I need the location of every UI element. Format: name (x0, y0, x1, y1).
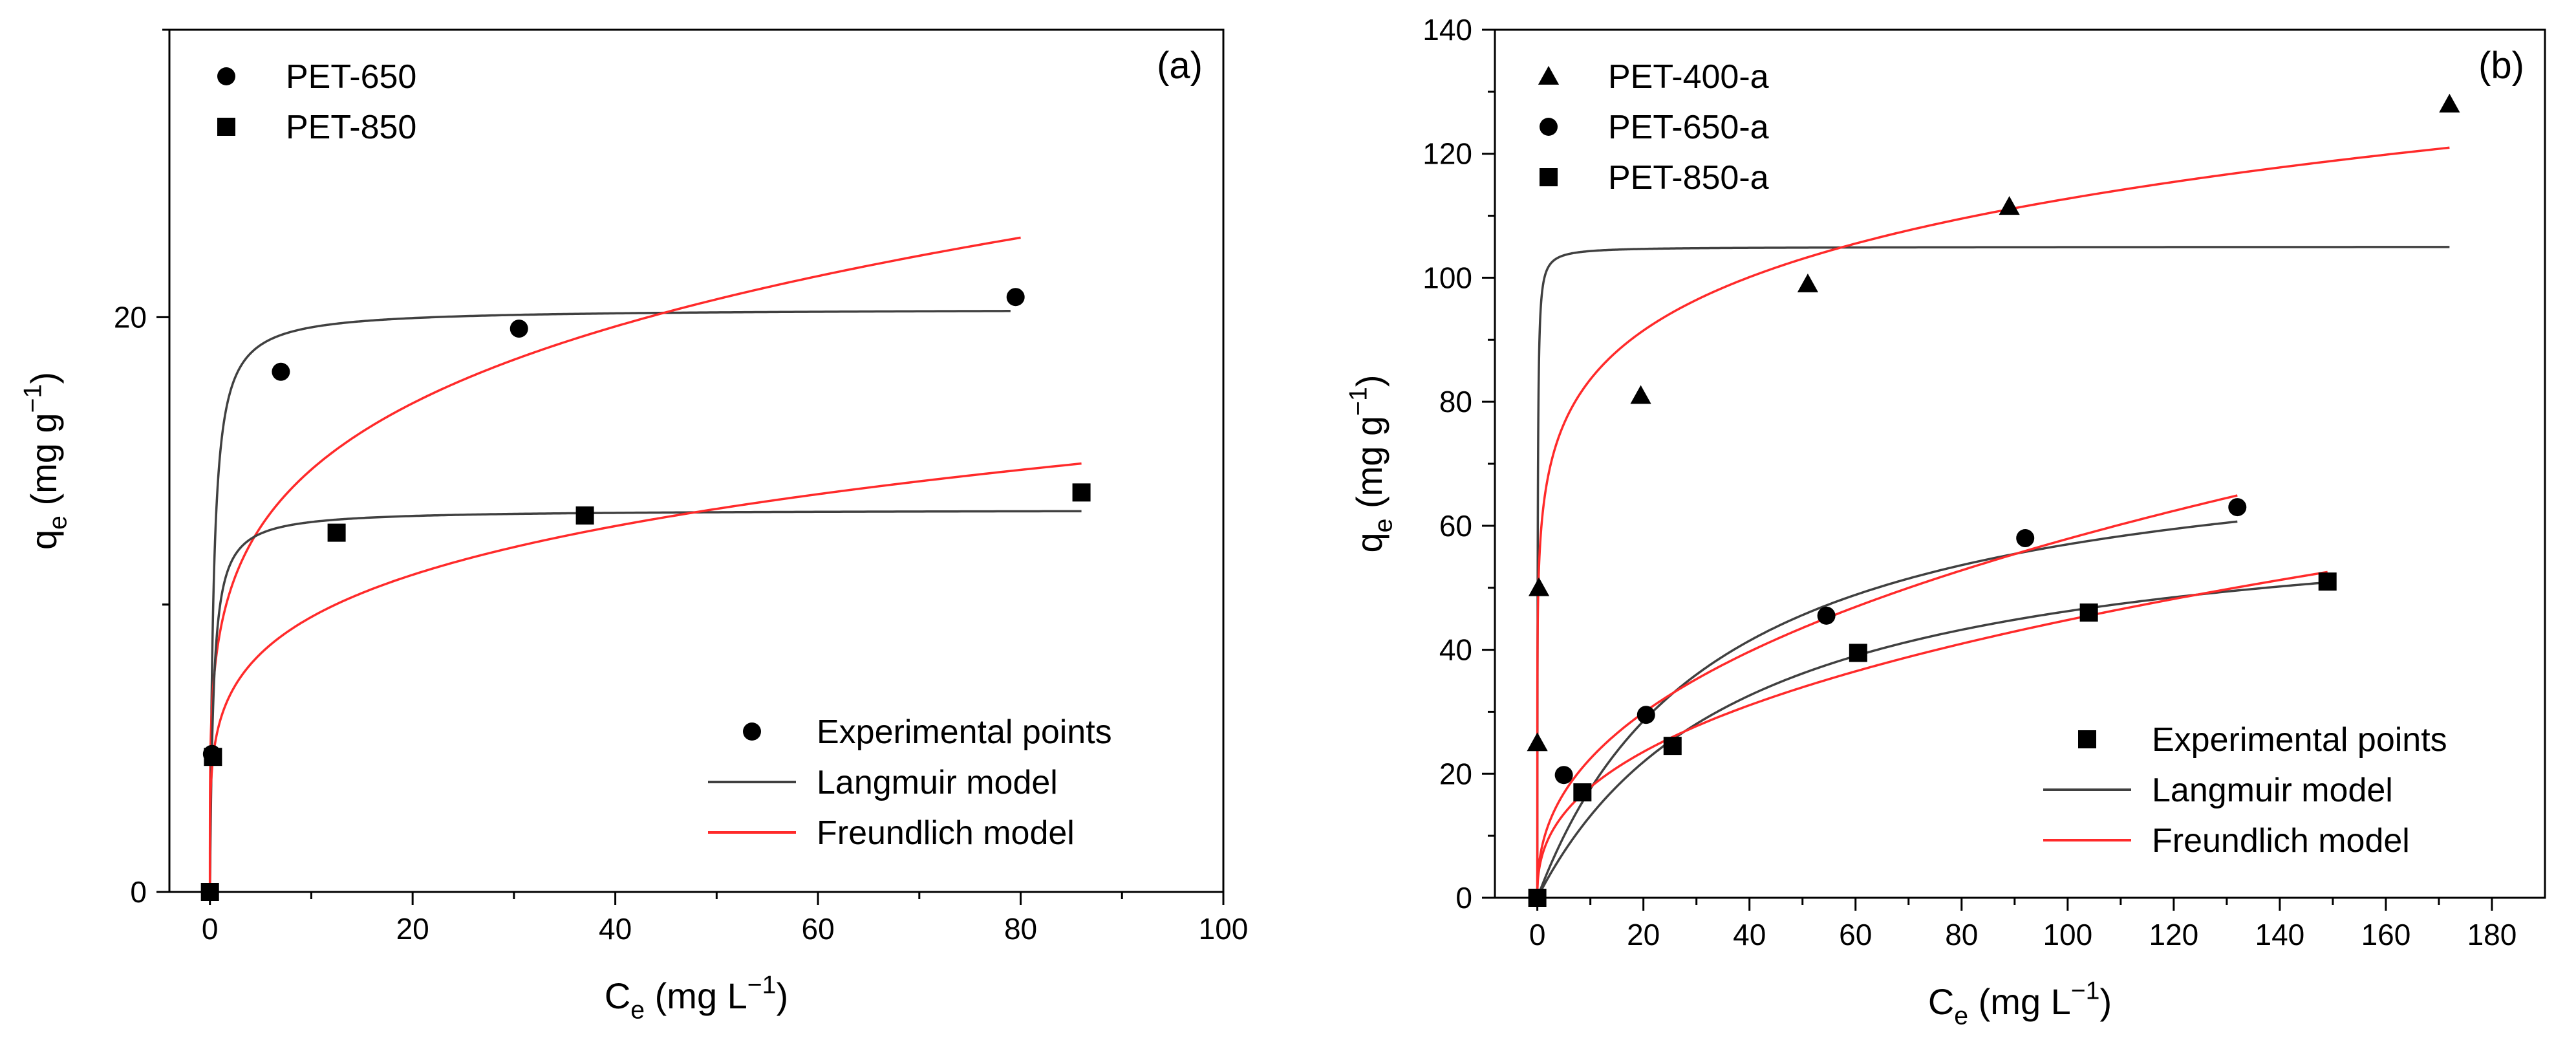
data-point (510, 320, 528, 338)
x-tick-label: 60 (1839, 918, 1872, 951)
data-point (1527, 732, 1548, 752)
data-point (1072, 483, 1091, 502)
model-curves (208, 236, 1082, 892)
y-tick-label: 60 (1439, 509, 1472, 543)
x-tick-label: 120 (2149, 918, 2198, 951)
series-pet-850-a (1528, 572, 2337, 907)
data-point (200, 883, 219, 901)
freundlich-curve-pet-400-a (1536, 146, 2450, 898)
x-tick-label: 40 (1733, 918, 1766, 951)
legend-label: Freundlich model (2152, 822, 2410, 860)
legend-marker-circle (743, 722, 761, 741)
legend-marker-circle (217, 67, 235, 85)
data-point (1528, 577, 1550, 596)
series-pet-650 (200, 288, 1025, 901)
x-tick-label: 100 (2043, 918, 2092, 951)
data-point (1528, 889, 1547, 907)
legend-marker-square (217, 118, 235, 136)
legend-label: PET-650-a (1608, 109, 1769, 146)
series-pet-400-a (1527, 93, 2460, 752)
data-point (1630, 385, 1651, 404)
x-tick-label: 0 (202, 912, 219, 946)
freundlich-curve-pet-850-a (1536, 570, 2328, 898)
data-point (1573, 783, 1592, 802)
data-point (2228, 498, 2247, 517)
x-tick-label: 140 (2255, 918, 2305, 951)
data-point (1797, 273, 1819, 292)
y-tick-label: 140 (1422, 13, 1472, 47)
y-tick-label: 40 (1439, 633, 1472, 667)
data-point (1817, 606, 1836, 625)
series-pet-850 (200, 483, 1091, 901)
y-axis-label: qe (mg g−1) (19, 372, 72, 550)
data-point (327, 523, 346, 542)
x-tick-label: 60 (801, 912, 834, 946)
legend-marker-square (1540, 168, 1558, 186)
y-axis-label: qe (mg g−1) (1344, 375, 1397, 553)
x-tick-label: 20 (396, 912, 429, 946)
legend-marker-triangle (1538, 65, 1560, 85)
legend-label: Freundlich model (817, 814, 1075, 852)
chart-panel-a: 0 20 40 60 80 100 0 20 Ce (mg L−1) qe (mg g−1) (a)… (19, 28, 1249, 1025)
data-point (1637, 706, 1655, 724)
x-tick-label: 180 (2467, 918, 2517, 951)
series-pet-650-a (1528, 498, 2247, 907)
x-tick-label: 160 (2361, 918, 2411, 951)
x-axis-label: Ce (mg L−1) (1928, 977, 2112, 1030)
data-point (1849, 644, 1867, 662)
legend-label: PET-850-a (1608, 159, 1769, 197)
langmuir-curve-pet-650 (208, 310, 1011, 892)
panel-label: (a) (1157, 45, 1203, 87)
data-point (2318, 572, 2337, 591)
y-tick-label: 20 (1439, 757, 1472, 790)
x-tick-label: 20 (1627, 918, 1660, 951)
data-point (575, 506, 594, 525)
legend-label: Experimental points (817, 713, 1112, 751)
langmuir-curve-pet-400-a (1536, 246, 2450, 898)
langmuir-curve-pet-850 (208, 510, 1082, 892)
data-point (1999, 196, 2020, 215)
langmuir-curve-pet-850-a (1536, 581, 2328, 898)
y-tick-label: 100 (1422, 261, 1472, 294)
x-tick-label: 100 (1199, 912, 1249, 946)
y-tick-label: 80 (1439, 385, 1472, 418)
y-tick-label: 120 (1422, 137, 1472, 171)
y-tick-label: 20 (114, 300, 147, 334)
freundlich-curve-pet-650-a (1536, 494, 2238, 898)
x-axis-label: Ce (mg L−1) (605, 971, 788, 1024)
x-tick-label: 0 (1529, 918, 1546, 951)
data-point (2079, 603, 2098, 622)
panel-label: (b) (2478, 45, 2524, 87)
data-point (1554, 766, 1573, 785)
chart-panel-b: 0 20 40 60 80 100 120 140 160 180 0 20 40 60 80 100 120 1… (1344, 13, 2546, 1030)
data-point (2439, 93, 2460, 113)
data-point (204, 748, 222, 766)
data-point (2016, 529, 2035, 548)
data-point (272, 362, 290, 381)
series-legend: PET-650 PET-850 (217, 58, 416, 146)
y-tick-label: 0 (130, 875, 147, 909)
legend-marker-square (2078, 730, 2096, 748)
model-legend: Experimental points Langmuir model Freundl… (708, 713, 1112, 852)
legend-label: Langmuir model (817, 764, 1058, 801)
data-point (1663, 737, 1682, 755)
model-legend: Experimental points Langmuir model Freundl… (2043, 721, 2447, 860)
series-legend: PET-400-a PET-650-a PET-850-a (1538, 58, 1769, 197)
y-tick-label: 0 (1455, 881, 1472, 915)
legend-label: PET-400-a (1608, 58, 1769, 96)
legend-marker-circle (1540, 118, 1558, 136)
x-tick-label: 80 (1004, 912, 1037, 946)
legend-label: Langmuir model (2152, 772, 2393, 809)
legend-label: Experimental points (2152, 721, 2447, 759)
data-point (1006, 288, 1025, 307)
x-tick-label: 80 (1945, 918, 1978, 951)
legend-label: PET-850 (286, 109, 416, 146)
plot-frame (168, 28, 1225, 893)
x-tick-label: 40 (599, 912, 632, 946)
legend-label: PET-650 (286, 58, 416, 96)
model-curves (1536, 146, 2450, 898)
